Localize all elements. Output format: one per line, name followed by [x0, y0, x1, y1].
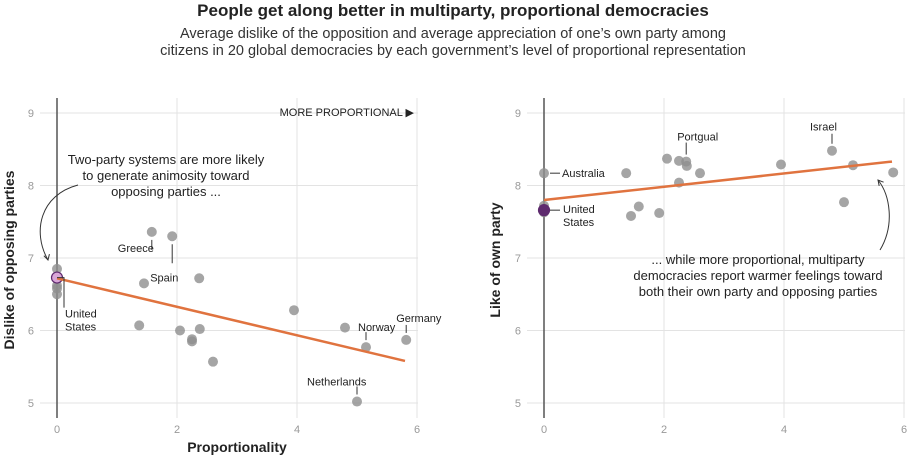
- data-point: [827, 145, 837, 156]
- point-label-portgual: Portgual: [677, 132, 718, 144]
- data-point: [175, 325, 185, 336]
- data-point: [633, 201, 644, 212]
- data-point: [194, 324, 205, 335]
- x-tick-label: 6: [414, 424, 420, 436]
- data-point: [361, 342, 371, 353]
- y-tick-label: 8: [515, 181, 521, 193]
- data-point: [674, 155, 684, 166]
- point-label-line: United: [563, 204, 595, 216]
- point-label-norway: Norway: [358, 322, 396, 334]
- data-point: [401, 334, 412, 345]
- annotation-note-line: democracies report warmer feelings towar…: [633, 268, 882, 283]
- point-label-israel: Israel: [810, 122, 837, 134]
- dislike-panel: 5 6 7 8 9 0 2 4 6 Dislike of opposing parties Prop…: [1, 98, 442, 455]
- y-tick-label: 5: [28, 398, 34, 410]
- label-leader-line: [57, 277, 65, 308]
- data-point: [134, 320, 145, 331]
- data-point: [208, 356, 218, 367]
- data-point: [681, 160, 692, 171]
- y-tick-label: 6: [28, 326, 34, 338]
- annotation-arrow: [877, 179, 890, 251]
- annotation-note-line: ... while more proportional, multiparty: [651, 252, 865, 267]
- data-point: [167, 231, 178, 242]
- chart-subtitle-line-2: citizens in 20 global democracies by eac…: [160, 43, 746, 59]
- y-axis-title: Dislike of opposing parties: [1, 170, 17, 349]
- y-tick-label: 7: [28, 253, 34, 265]
- x-tick-label: 0: [541, 424, 547, 436]
- trend-line: [56, 277, 406, 363]
- data-point: [888, 167, 899, 178]
- annotation-note-line: Two-party systems are more likely: [68, 152, 265, 167]
- trend-line: [543, 160, 893, 202]
- annotation-arrow: [39, 184, 79, 261]
- y-tick-label: 6: [515, 326, 521, 338]
- annotation-arrowhead: [43, 254, 50, 262]
- x-tick-label: 4: [781, 424, 787, 436]
- point-label-greece: Greece: [118, 243, 154, 255]
- data-point: [662, 153, 672, 164]
- y-axis-title: Like of own party: [487, 202, 503, 317]
- point-label-line: States: [563, 217, 595, 229]
- data-point: [352, 396, 362, 407]
- data-point: [52, 289, 62, 300]
- data-point: [187, 336, 197, 347]
- y-tick-label: 7: [515, 253, 521, 265]
- data-point: [52, 263, 62, 274]
- data-point: [626, 210, 636, 221]
- x-tick-label: 2: [661, 424, 667, 436]
- data-point: [340, 322, 350, 333]
- x-tick-label: 2: [174, 424, 180, 436]
- x-tick-label: 0: [54, 424, 60, 436]
- point-label-line: States: [65, 322, 97, 334]
- point-label-australia: Australia: [562, 168, 606, 180]
- data-point: [146, 226, 157, 237]
- data-point: [289, 305, 299, 316]
- data-point: [139, 278, 149, 289]
- data-point: [621, 168, 632, 179]
- data-point: [539, 168, 549, 179]
- data-point: [194, 273, 205, 284]
- annotation-note-line: both their own party and opposing partie…: [639, 284, 878, 299]
- annotation-note-line: to generate animosity toward: [83, 168, 250, 183]
- x-tick-label: 6: [901, 424, 907, 436]
- y-tick-label: 9: [28, 108, 34, 120]
- like-panel: 5 6 7 8 9 0 2 4 6 Like of own party Australia Unite…: [487, 98, 907, 436]
- annotation-note-line: opposing parties ...: [111, 184, 221, 199]
- point-label-united-states: United States: [563, 204, 595, 229]
- chart-subtitle-line-1: Average dislike of the opposition and av…: [180, 26, 726, 42]
- y-tick-label: 9: [515, 108, 521, 120]
- chart-title: People get along better in multiparty, p…: [197, 1, 709, 20]
- point-label-spain: Spain: [150, 272, 178, 284]
- x-axis-title: Proportionality: [187, 439, 287, 455]
- y-tick-label: 8: [28, 181, 34, 193]
- annotation-arrowhead: [877, 179, 884, 186]
- data-point: [695, 168, 705, 179]
- data-point: [654, 208, 665, 219]
- x-tick-label: 4: [294, 424, 300, 436]
- y-tick-label: 5: [515, 398, 521, 410]
- data-point: [839, 197, 849, 208]
- more-proportional-label: MORE PROPORTIONAL ▶: [280, 107, 415, 119]
- point-label-netherlands: Netherlands: [307, 377, 367, 389]
- point-label-united-states: United States: [65, 309, 97, 334]
- data-point: [776, 159, 786, 170]
- point-label-line: United: [65, 309, 97, 321]
- point-label-germany: Germany: [396, 313, 442, 325]
- data-point-highlight: [537, 204, 551, 217]
